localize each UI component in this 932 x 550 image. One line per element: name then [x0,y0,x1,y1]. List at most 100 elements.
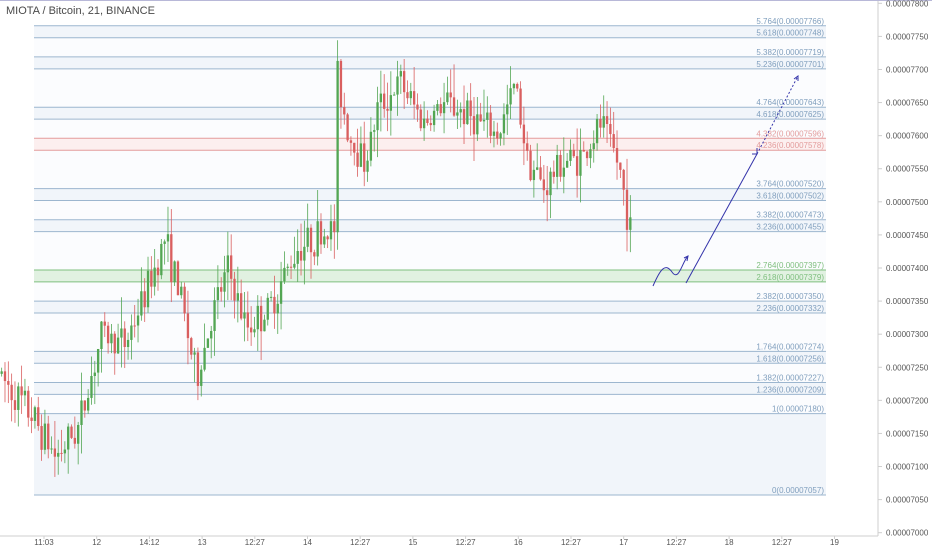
candle-body [359,143,363,167]
x-tick-label: 12:27 [561,538,582,547]
candle-body [532,169,536,181]
candle-body [273,296,276,314]
candle-body [166,234,170,242]
candle-body [356,152,359,167]
fib-band [34,413,826,495]
candle-body [110,333,113,344]
x-tick-label: 14:12 [139,538,160,547]
fib-level-label: 5.764(0.00007766) [756,17,824,26]
y-tick-label: 0.00007800 [886,0,929,8]
candle-body [609,123,612,135]
candle-body [479,114,482,122]
candle-body [409,91,412,99]
candle-body [190,338,193,355]
candle-body [579,149,582,176]
candle-body [53,448,57,457]
candle-body [236,293,239,301]
candle-body [309,227,313,253]
arrow-head [683,255,689,262]
candle-body [313,252,316,257]
candle-body [276,303,279,314]
candle-body [353,142,356,153]
candle-body [186,313,190,339]
candle-body [103,321,106,326]
y-tick-label: 0.00007400 [886,264,929,273]
candle-body [230,255,233,279]
candle-body [402,71,406,93]
candle-body [173,261,176,283]
candle-body [393,94,396,96]
y-axis-labels: 0.00007800 0.00007750 0.00007700 0.00007650… [878,0,929,538]
candle-body [439,104,442,114]
candle-body [462,109,466,125]
candle-body [516,83,519,89]
candle-body [210,330,213,339]
candle-body [572,149,575,157]
candle-body [33,407,37,421]
x-tick-label: 19 [830,538,839,547]
candle-body [200,369,203,386]
candle-body [10,384,13,401]
candle-body [599,118,602,128]
candle-body [283,267,286,282]
candle-body [256,305,259,330]
fib-level-label: 3.236(0.00007455) [756,223,824,232]
candle-body [366,160,369,172]
candle-body [306,227,309,247]
candle-body [369,131,373,161]
fib-band [34,56,826,69]
fib-level-label: 2.764(0.00007397) [756,261,824,270]
candle-body [629,217,632,230]
candle-body [196,352,200,386]
candle-body [3,371,7,382]
candle-body [203,347,206,370]
candle-body [569,149,572,161]
candle-body [220,287,223,292]
candle-body [293,263,296,268]
candle-body [509,88,512,105]
x-tick-label: 12:27 [245,538,266,547]
fib-band [34,119,826,138]
x-tick-label: 17 [619,538,628,547]
fib-band [34,25,826,38]
candle-body [512,83,516,89]
candle-body [469,100,472,117]
fib-level-label: 3.618(0.00007502) [756,192,824,201]
candle-body [323,236,326,245]
candle-body [23,390,27,396]
candle-body [93,372,96,376]
candle-body [50,448,53,450]
candles [0,40,632,477]
fib-band [34,394,826,413]
candle-body [130,325,133,340]
candle-body [80,400,83,425]
candle-body [27,390,30,418]
candle-body [100,321,103,350]
candle-body [565,160,569,168]
fib-level-label: 4.382(0.00007596) [756,129,824,138]
candle-body [343,107,346,115]
candle-body [363,143,366,172]
candle-body [263,319,266,332]
fib-band [34,201,826,220]
fib-band [34,138,826,151]
fib-band [34,301,826,313]
candle-body [496,131,499,139]
y-tick-label: 0.00007000 [886,529,929,538]
candle-body [436,104,439,111]
candle-body [612,134,615,149]
x-tick-label: 12 [92,538,101,547]
fib-level-label: 2.382(0.00007350) [756,292,824,301]
y-tick-label: 0.00007600 [886,132,929,141]
candle-body [70,426,73,438]
candle-body [526,143,529,151]
candle-body [86,397,90,411]
candle-body [592,143,595,150]
fib-level-label: 5.236(0.00007701) [756,60,824,69]
candle-body [466,100,469,125]
candle-body [559,154,562,177]
y-tick-label: 0.00007250 [886,363,929,372]
candle-body [346,114,349,141]
candle-body [303,246,306,261]
